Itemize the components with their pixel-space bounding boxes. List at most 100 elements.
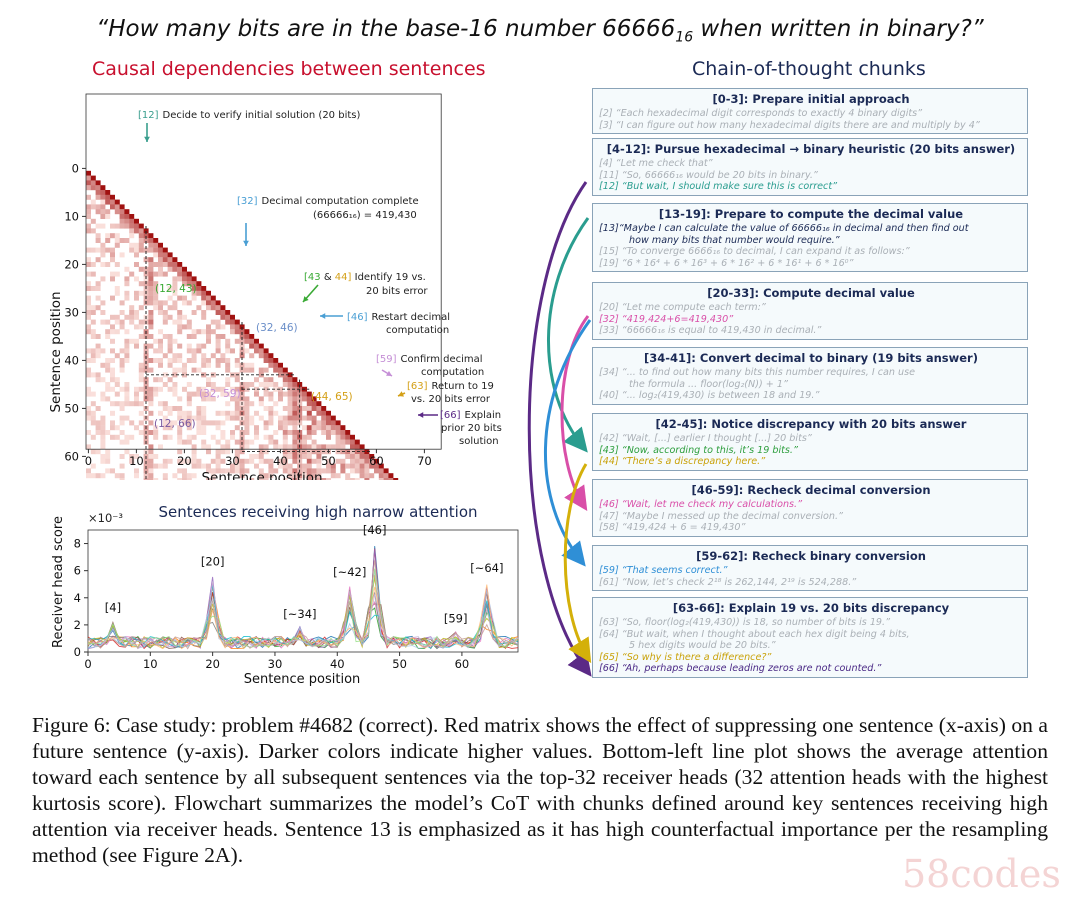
matrix-cell (273, 362, 279, 368)
matrix-cell (249, 353, 255, 359)
matrix-cell (268, 410, 274, 416)
matrix-cell (350, 454, 355, 459)
matrix-cell (182, 324, 187, 330)
matrix-cell (110, 386, 115, 392)
matrix-cell (326, 458, 331, 464)
matrix-cell (330, 420, 336, 426)
matrix-cell (225, 358, 231, 363)
matrix-cell (306, 406, 312, 411)
matrix-cell (234, 377, 240, 383)
matrix-cell (119, 420, 125, 426)
matrix-cell (129, 228, 135, 234)
matrix-cell (177, 271, 183, 277)
matrix-cell (148, 334, 154, 339)
matrix-cell (282, 468, 288, 474)
matrix-cell (292, 439, 298, 445)
matrix-cell (210, 300, 216, 306)
matrix-cell (316, 425, 322, 431)
chunk-title: [42-45]: Notice discrepancy with 20 bits… (655, 417, 967, 431)
matrix-cell (201, 343, 207, 349)
matrix-cell (225, 348, 231, 354)
matrix-cell (186, 396, 192, 402)
matrix-cell (234, 362, 240, 368)
matrix-cell (86, 257, 91, 263)
matrix-cell (210, 386, 216, 392)
matrix-cell (134, 468, 139, 474)
matrix-cell (345, 473, 351, 479)
matrix-cell (359, 468, 365, 474)
matrix-cell (153, 300, 159, 306)
matrix-cell (239, 468, 245, 474)
matrix-cell (258, 468, 264, 474)
matrix-cell (158, 300, 163, 306)
chunk-line: [11] “So, 66666₁₆ would be 20 bits in bi… (599, 169, 818, 181)
chunk-title: [63-66]: Explain 19 vs. 20 bits discrepa… (672, 601, 950, 615)
matrix-cell (177, 415, 183, 421)
chunk-line: how many bits that number would require.… (629, 234, 840, 246)
matrix-cell (186, 343, 192, 349)
matrix-cell (100, 319, 106, 325)
matrix-cell (244, 396, 250, 402)
matrix-cell (186, 382, 192, 387)
matrix-cell (172, 386, 178, 392)
matrix-cell (302, 468, 307, 474)
matrix-cell (90, 218, 96, 224)
cot-chunk: [59-62]: Recheck binary conversion [59] … (592, 545, 1028, 591)
matrix-cell (182, 362, 187, 368)
matrix-cell (249, 382, 255, 387)
matrix-cell (220, 310, 226, 315)
matrix-cell (153, 305, 159, 311)
matrix-cell (110, 348, 115, 354)
matrix-cell (119, 406, 125, 411)
annotation-12: [12] Decide to verify initial solution (2… (138, 110, 360, 121)
matrix-x-tick-label: 20 (177, 454, 192, 468)
matrix-cell (220, 458, 226, 464)
matrix-cell (215, 463, 221, 469)
annotation-arrowhead (398, 391, 404, 397)
matrix-cell (215, 324, 221, 330)
matrix-cell (350, 478, 355, 480)
matrix-cell (105, 319, 111, 325)
matrix-cell (196, 415, 202, 421)
matrix-cell (321, 444, 327, 450)
matrix-cell (206, 468, 211, 474)
matrix-cell (129, 310, 135, 315)
matrix-cell (148, 449, 154, 455)
matrix-cell (326, 420, 331, 426)
matrix-cell (167, 305, 173, 311)
matrix-cell (249, 343, 255, 349)
matrix-cell (95, 295, 101, 301)
matrix-cell (278, 444, 283, 450)
matrix-cell (158, 247, 163, 253)
matrix-cell (191, 449, 197, 455)
matrix-cell (100, 300, 106, 306)
matrix-cell (105, 367, 111, 373)
matrix-cell (124, 391, 130, 397)
matrix-cell (114, 319, 120, 325)
matrix-cell (191, 286, 197, 291)
matrix-cell (201, 295, 207, 301)
matrix-cell (138, 377, 144, 383)
matrix-cell (330, 444, 336, 450)
matrix-cell (282, 382, 288, 387)
matrix-cell (254, 410, 259, 416)
matrix-cell (306, 473, 312, 479)
matrix-cell (287, 372, 293, 378)
matrix-cell (230, 324, 235, 330)
matrix-cell (225, 319, 231, 325)
chunk-line: [46] “Wait, let me check my calculations… (599, 499, 803, 510)
peak-label: [46] (363, 523, 387, 537)
matrix-cell (95, 223, 101, 229)
matrix-cell (110, 223, 115, 229)
matrix-cell (110, 204, 115, 210)
matrix-cell (114, 290, 120, 296)
matrix-cell (196, 329, 202, 335)
matrix-cell (278, 458, 283, 464)
matrix-cell (114, 262, 120, 267)
matrix-cell (186, 271, 192, 277)
matrix-cell (162, 458, 168, 464)
annotation-arrowhead (386, 370, 392, 376)
matrix-cell (201, 415, 207, 421)
matrix-cell (330, 430, 336, 435)
matrix-cell (335, 430, 341, 435)
